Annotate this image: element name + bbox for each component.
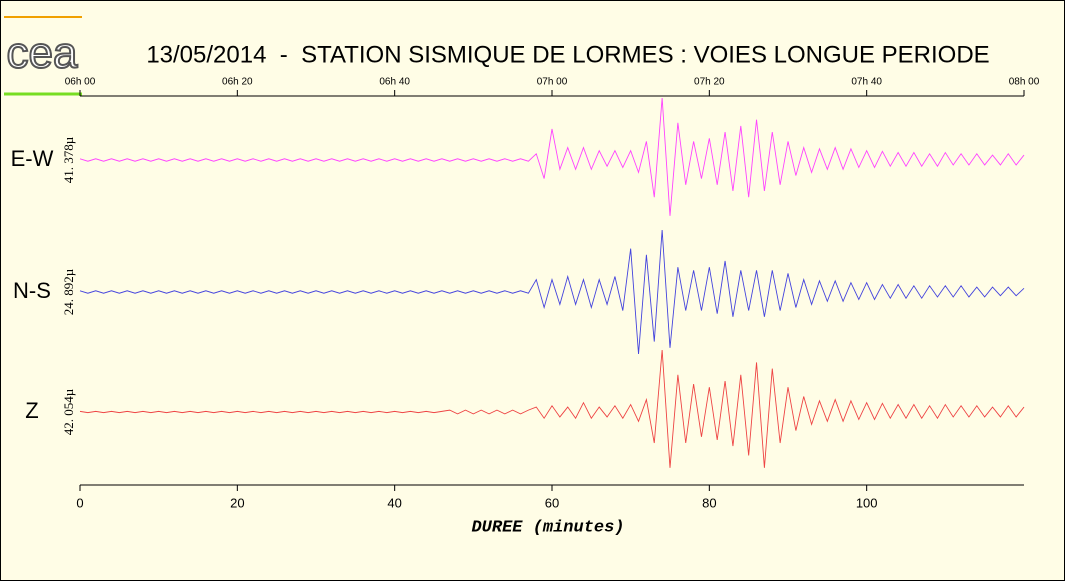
x-tick-label: 20 xyxy=(230,495,244,510)
top-tick-label: 06h 00 xyxy=(65,77,96,88)
legend-label: N-S xyxy=(13,278,51,303)
trace xyxy=(79,229,1025,355)
scale-label: 41. 378µ xyxy=(61,136,76,183)
x-tick-label: 0 xyxy=(76,495,83,510)
scale-label: 24. 892µ xyxy=(61,268,76,315)
top-tick-label: 07h 40 xyxy=(851,77,882,88)
logo: cea xyxy=(7,29,78,78)
top-tick-label: 06h 20 xyxy=(222,77,253,88)
top-tick-label: 07h 20 xyxy=(694,77,725,88)
chart-title: 13/05/2014 - STATION SISMIQUE DE LORMES … xyxy=(146,41,989,68)
trace xyxy=(79,97,1025,216)
top-tick-label: 06h 40 xyxy=(379,77,410,88)
x-tick-label: 40 xyxy=(387,495,401,510)
x-tick-label: 60 xyxy=(545,495,559,510)
trace xyxy=(79,349,1025,468)
legend-label: Z xyxy=(25,398,38,423)
x-tick-label: 80 xyxy=(702,495,716,510)
x-tick-label: 100 xyxy=(856,495,878,510)
top-tick-label: 08h 00 xyxy=(1009,77,1040,88)
x-axis-label: DUREE (minutes) xyxy=(471,518,624,537)
top-tick-label: 07h 00 xyxy=(537,77,568,88)
scale-label: 42. 054µ xyxy=(61,388,76,435)
legend-label: E-W xyxy=(11,146,54,171)
